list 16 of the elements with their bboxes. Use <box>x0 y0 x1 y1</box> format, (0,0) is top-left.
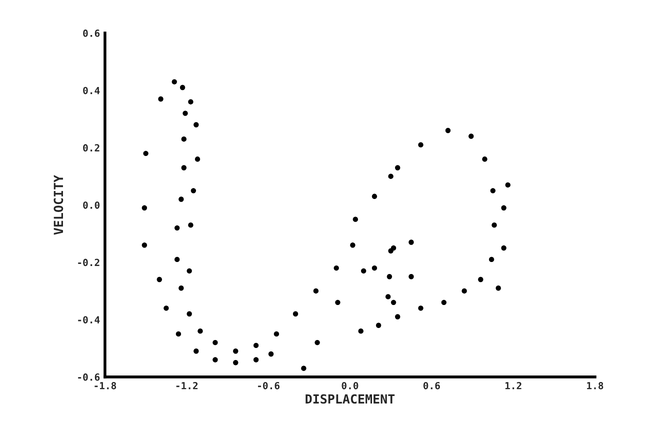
y-tick-label: -0.2 <box>78 258 100 266</box>
x-tick-label: -1.2 <box>176 382 198 390</box>
y-tick-label: -0.4 <box>78 316 100 324</box>
x-tick-label: -0.6 <box>258 382 280 390</box>
x-tick-label: 1.2 <box>505 382 522 390</box>
x-tick-label: 0.0 <box>342 382 358 390</box>
x-tick-label: -1.8 <box>94 382 116 390</box>
y-tick-label: 0.4 <box>83 86 100 94</box>
y-axis-title: VELOCITY <box>54 174 64 235</box>
y-tick-label: 0.6 <box>83 30 100 37</box>
x-tick-label: 1.8 <box>587 382 604 390</box>
x-tick-label: 0.6 <box>423 382 440 390</box>
y-tick-label: -0.6 <box>78 373 100 381</box>
x-axis-title: DISPLACEMENT <box>306 394 395 404</box>
y-tick-label: 0.0 <box>83 201 100 209</box>
y-tick-label: 0.2 <box>83 144 100 152</box>
